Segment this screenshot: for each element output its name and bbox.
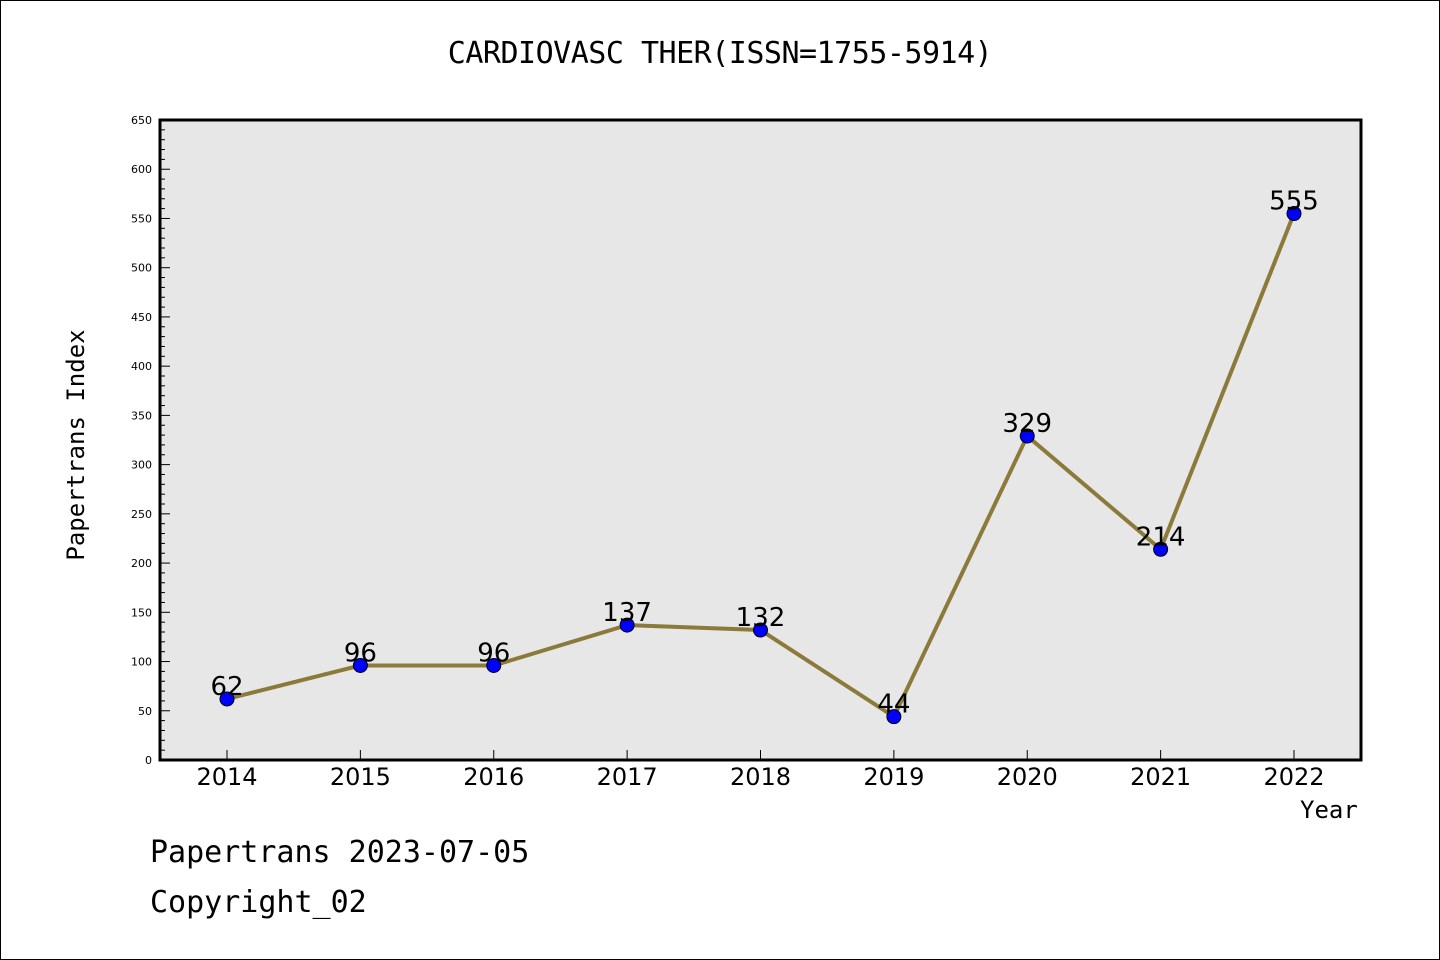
data-point [619, 617, 635, 633]
plot-area [160, 120, 1361, 760]
y-tick-label: 400 [131, 360, 152, 373]
y-tick-label: 650 [131, 114, 152, 127]
x-axis-label: Year [1300, 796, 1358, 824]
y-tick-label: 150 [131, 606, 152, 619]
data-point [219, 691, 235, 707]
y-tick-label: 250 [131, 508, 152, 521]
chart-title: CARDIOVASC THER(ISSN=1755-5914) [447, 36, 993, 71]
data-label: 329 [1002, 409, 1052, 439]
y-tick-label: 450 [131, 311, 152, 324]
y-tick-label: 350 [131, 409, 152, 422]
x-tick-label: 2022 [1263, 763, 1324, 791]
data-label: 137 [602, 598, 652, 628]
data-point [1019, 428, 1035, 444]
y-tick-label: 100 [131, 656, 152, 669]
data-label: 214 [1136, 522, 1186, 552]
x-tick-label: 2017 [597, 763, 658, 791]
data-label: 44 [877, 690, 910, 720]
x-tick-label: 2020 [997, 763, 1058, 791]
y-tick-label: 50 [138, 705, 152, 718]
x-tick-label: 2021 [1130, 763, 1191, 791]
data-point [486, 657, 502, 673]
x-tick-label: 2014 [196, 763, 257, 791]
data-label: 132 [736, 603, 786, 633]
y-tick-label: 600 [131, 163, 152, 176]
footer-copyright: Copyright_02 [150, 885, 367, 920]
data-label: 555 [1269, 187, 1319, 217]
y-tick-label: 500 [131, 262, 152, 275]
x-tick-label: 2018 [730, 763, 791, 791]
data-point [1153, 541, 1169, 557]
y-tick-label: 200 [131, 557, 152, 570]
data-label: 96 [344, 638, 377, 668]
footer-source: Papertrans 2023-07-05 [150, 835, 530, 870]
x-tick-label: 2016 [463, 763, 524, 791]
data-label: 62 [210, 672, 243, 702]
data-point [1286, 206, 1302, 222]
data-point [886, 709, 902, 725]
data-point [352, 657, 368, 673]
y-tick-label: 550 [131, 212, 152, 225]
y-tick-label: 300 [131, 459, 152, 472]
x-tick-label: 2019 [863, 763, 924, 791]
data-label: 96 [477, 638, 510, 668]
x-tick-label: 2015 [330, 763, 391, 791]
plot-border [158, 118, 1363, 762]
data-point [753, 622, 768, 638]
y-tick-label: 0 [145, 754, 152, 767]
